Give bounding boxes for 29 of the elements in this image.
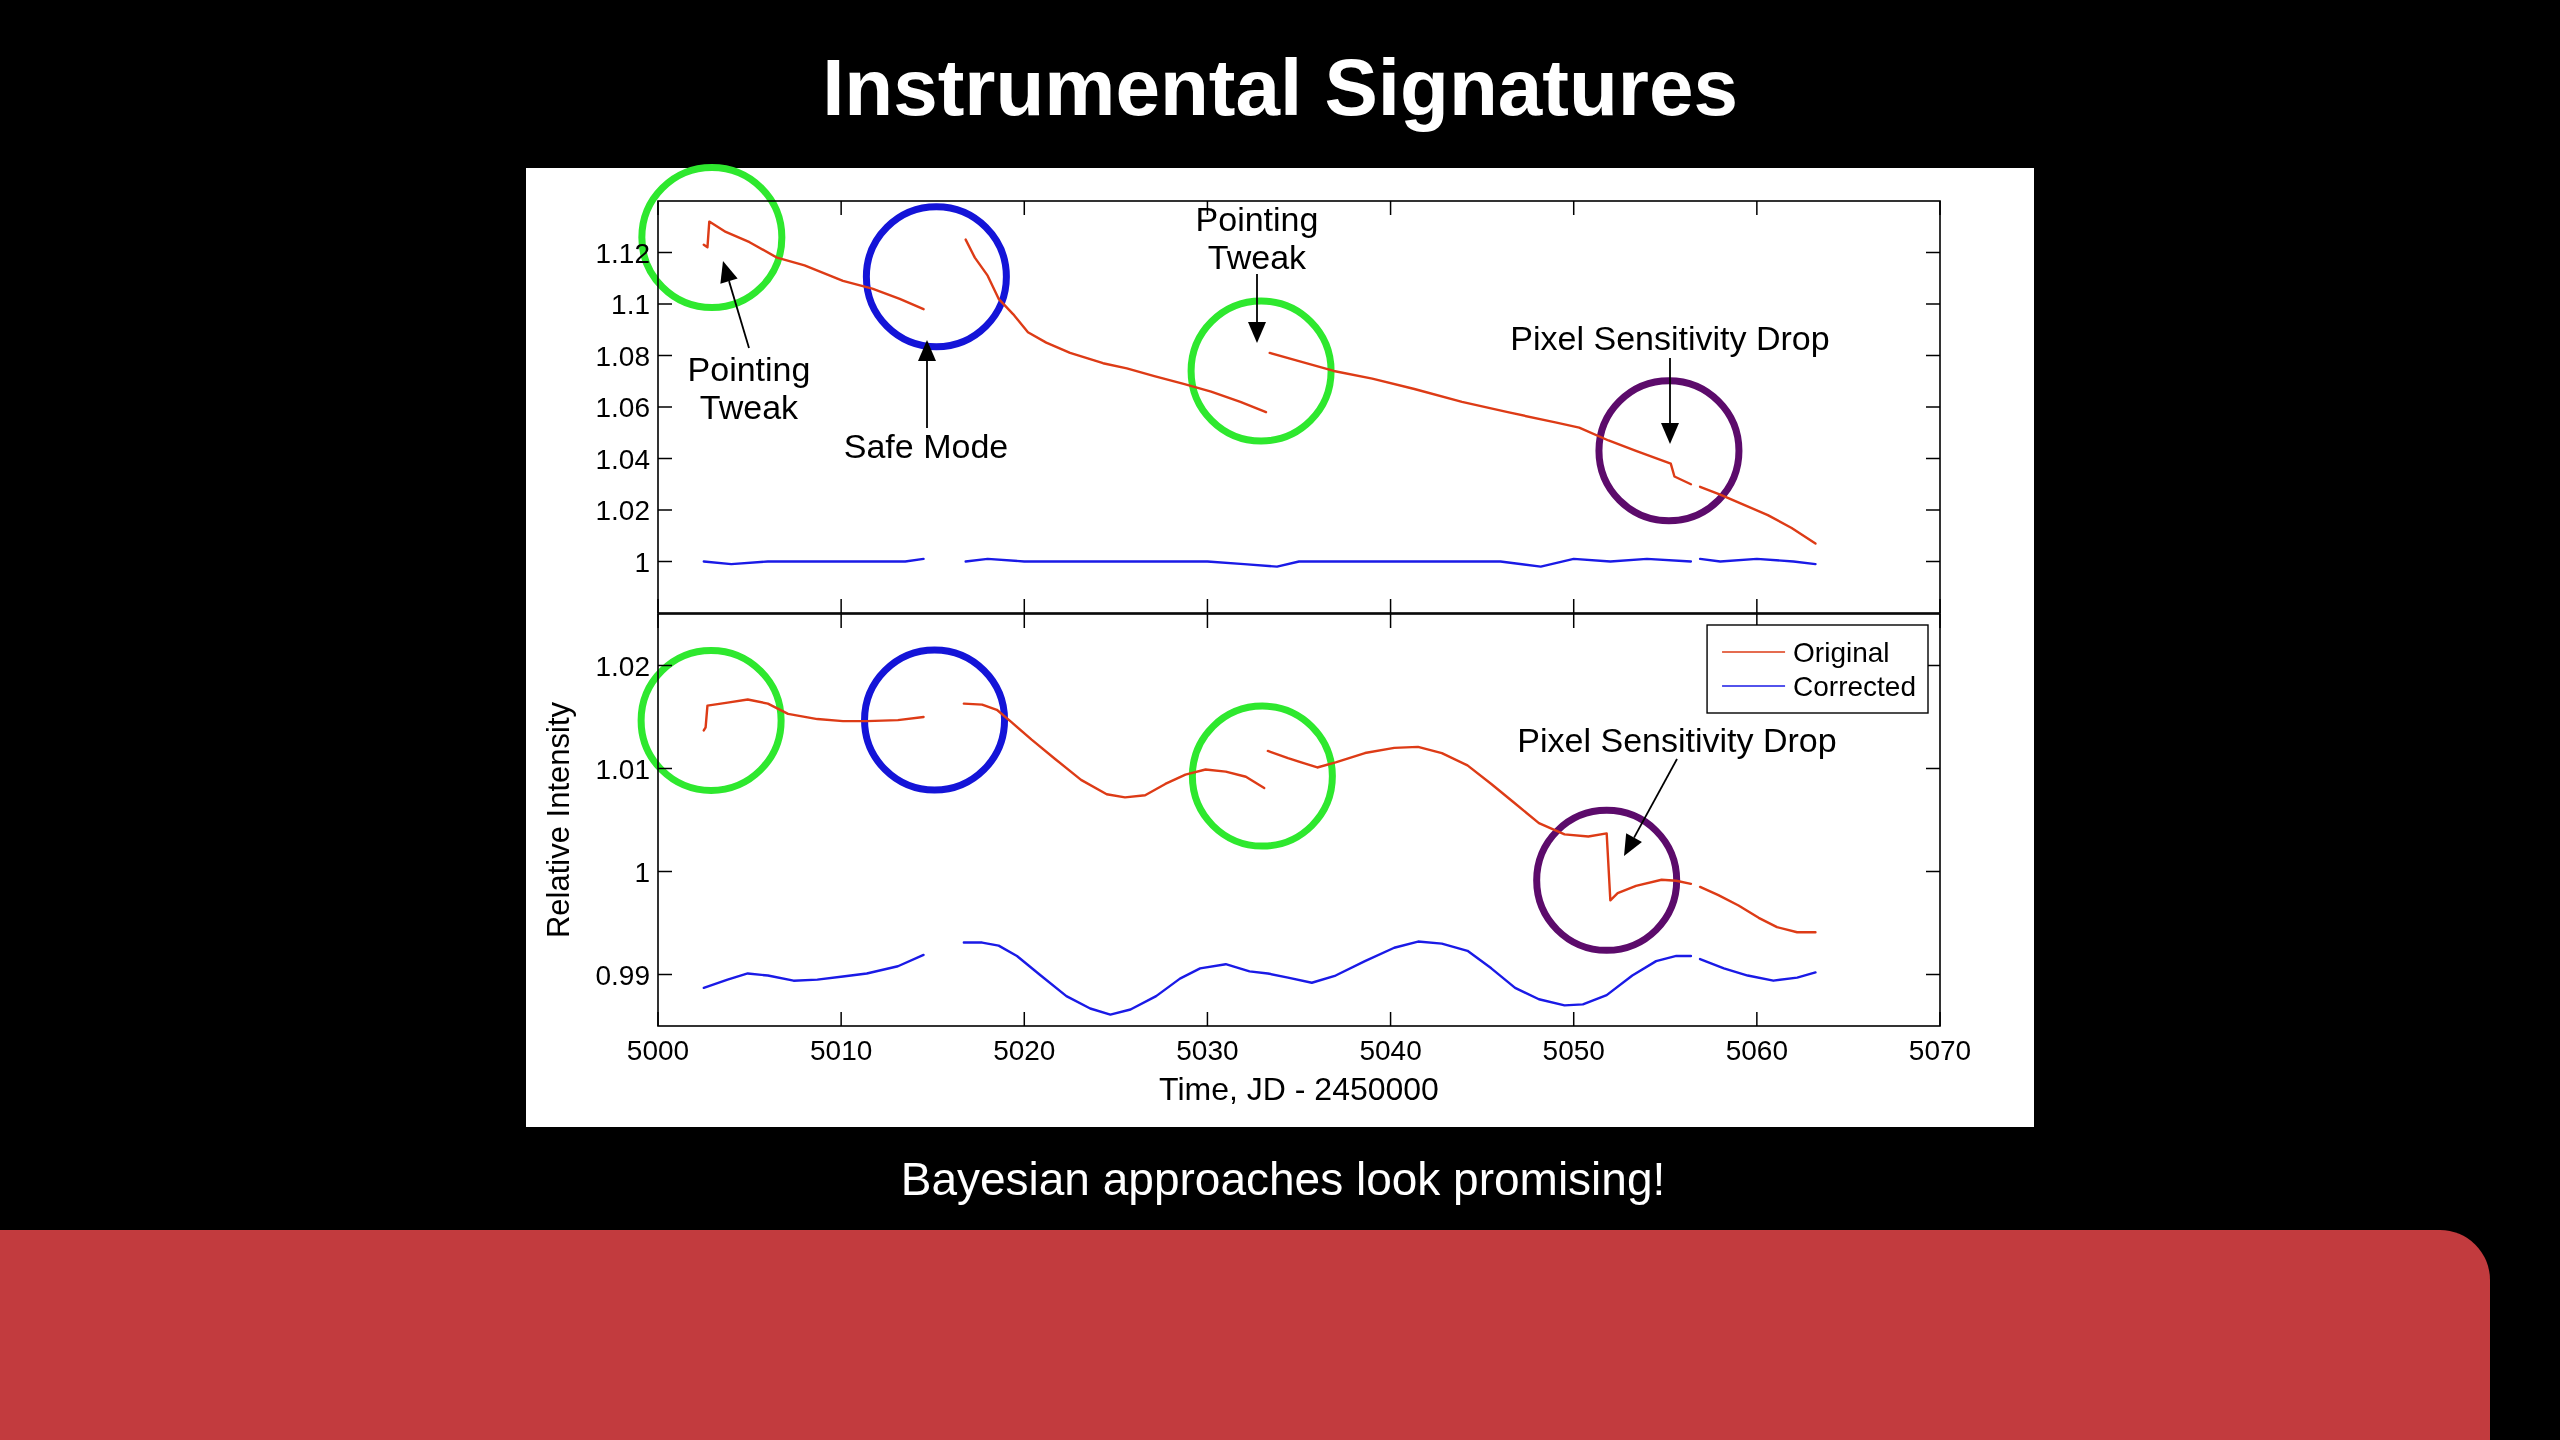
x-tick-label: 5040	[1359, 1035, 1422, 1066]
legend-label: Original	[1793, 637, 1890, 668]
x-tick-label: 5070	[1908, 1035, 1972, 1066]
y-tick-label: 1.06	[595, 392, 650, 423]
x-tick-label: 5050	[1542, 1035, 1605, 1066]
x-tick-label: 5010	[809, 1035, 873, 1066]
legend-label: Corrected	[1793, 671, 1916, 702]
annotation: Pointing Tweak	[1195, 200, 1319, 276]
y-tick-label: 1.04	[595, 443, 650, 475]
y-tick-label: 1.02	[595, 495, 650, 526]
text: Bayesian approaches look promising!	[900, 1153, 1666, 1205]
x-tick-label: 5020	[993, 1035, 1056, 1066]
y-tick-label: 1.01	[595, 753, 650, 785]
y-tick-label: 1	[634, 546, 650, 578]
annotation: Pixel Sensitivity Drop	[1510, 319, 1830, 357]
x-tick-label: 5060	[1725, 1035, 1789, 1066]
y-tick-label: 1.08	[595, 340, 650, 372]
y-axis-title: Relative Intensity	[541, 701, 576, 939]
y-tick-label: 1.02	[595, 650, 650, 682]
annotation: Pixel Sensitivity Drop	[1517, 721, 1837, 759]
annotation: Safe Mode	[843, 427, 1009, 465]
annotation: Pointing Tweak	[687, 350, 811, 426]
y-tick-label: 0.99	[595, 959, 650, 991]
chart-title: Instrumental Signatures	[822, 43, 1738, 132]
x-tick-label: 5030	[1176, 1035, 1239, 1066]
x-tick-label: 5000	[626, 1035, 690, 1066]
y-tick-label: 1.1	[611, 289, 650, 320]
x-axis-title: Time, JD - 2450000	[1159, 1071, 1439, 1107]
y-tick-label: 1	[634, 856, 650, 888]
